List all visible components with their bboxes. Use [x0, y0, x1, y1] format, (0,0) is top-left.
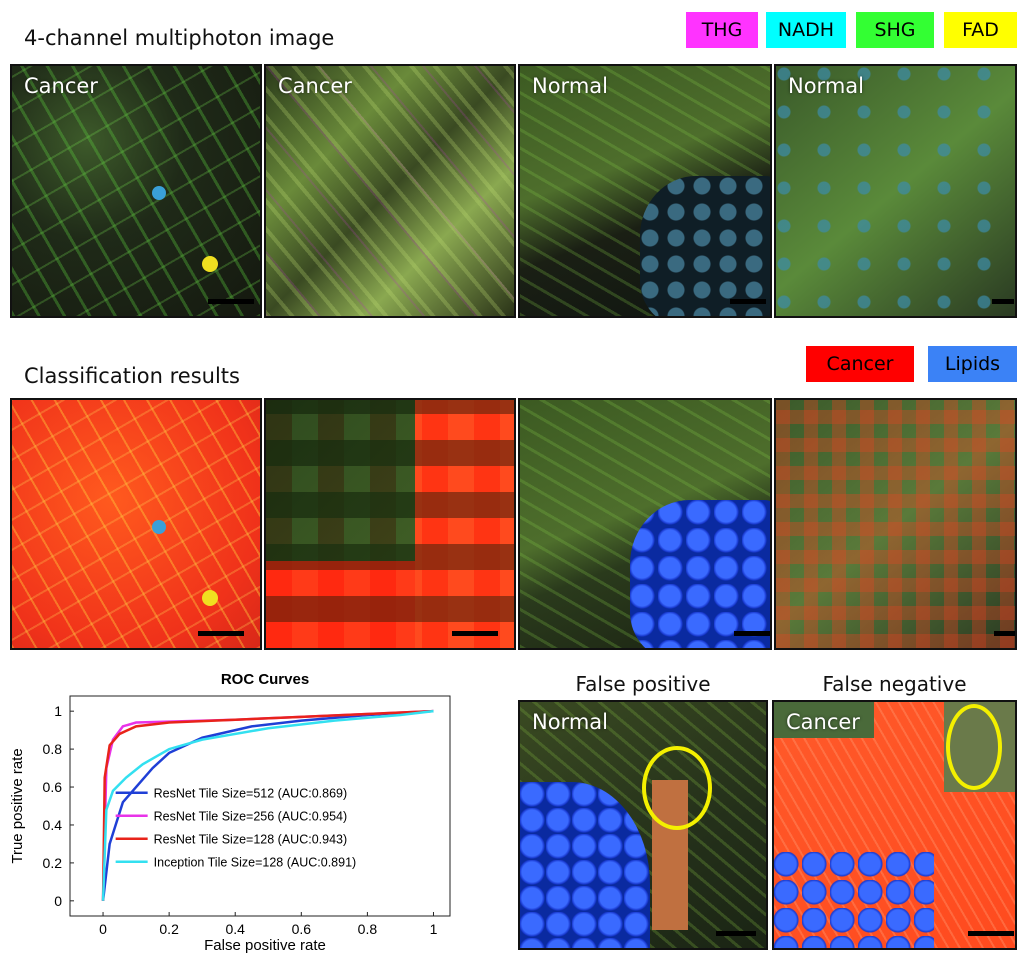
x-tick-label: 0.2	[159, 921, 179, 937]
panel-label: Normal	[532, 74, 608, 98]
y-tick-label: 0.2	[43, 855, 63, 871]
scale-bar	[992, 299, 1014, 304]
panel-label: Normal	[532, 710, 608, 734]
roc-series-2	[101, 709, 434, 901]
roc-series-3	[101, 709, 434, 901]
chart-title: ROC Curves	[221, 671, 309, 688]
x-axis-label: False positive rate	[204, 937, 326, 954]
scale-bar	[716, 931, 756, 936]
panel-label: Cancer	[278, 74, 352, 98]
row2-title: Classification results	[24, 364, 240, 388]
scale-bar	[452, 631, 498, 636]
y-tick-label: 0	[54, 893, 62, 909]
multiphoton-panel-4: Normal	[774, 64, 1017, 318]
legend-chip-thg: THG	[686, 12, 758, 48]
classification-panel-4	[774, 398, 1017, 650]
legend-chip-fad: FAD	[944, 12, 1017, 48]
legend-label: ResNet Tile Size=256 (AUC:0.954)	[154, 810, 347, 824]
plot-frame	[69, 695, 451, 917]
scale-bar	[730, 299, 766, 304]
y-axis-label: True positive rate	[9, 748, 26, 863]
legend-label: ResNet Tile Size=512 (AUC:0.869)	[154, 787, 347, 801]
panel-label: Cancer	[24, 74, 98, 98]
roc-series-0	[101, 709, 434, 901]
classification-panel-1	[10, 398, 262, 650]
legend-chip-shg: SHG	[856, 12, 934, 48]
legend-chip-cancer: Cancer	[806, 346, 914, 382]
legend-label: ResNet Tile Size=128 (AUC:0.943)	[154, 833, 347, 847]
scale-bar	[208, 299, 254, 304]
x-tick-label: 0.8	[358, 921, 378, 937]
classification-panel-3	[518, 398, 772, 650]
scale-bar	[198, 631, 244, 636]
multiphoton-panel-3: Normal	[518, 64, 772, 318]
y-tick-label: 0.4	[43, 817, 63, 833]
legend-chip-nadh: NADH	[766, 12, 846, 48]
y-tick-label: 1	[54, 703, 62, 719]
x-tick-label: 0.6	[292, 921, 312, 937]
multiphoton-panel-2: Cancer	[264, 64, 516, 318]
x-tick-label: 1	[430, 921, 438, 937]
legend-label: Inception Tile Size=128 (AUC:0.891)	[154, 856, 357, 870]
scale-bar	[994, 631, 1015, 636]
scale-bar	[968, 931, 1014, 936]
roc-series-1	[101, 709, 434, 901]
x-tick-label: 0	[99, 921, 107, 937]
highlight-ellipse	[946, 704, 1002, 790]
y-tick-label: 0.8	[43, 741, 63, 757]
highlight-ellipse	[642, 746, 712, 830]
roc-chart: ROC Curves 0 0.2 0.4 0.6 0.8 100.20.40.60.81 …	[9, 671, 451, 954]
panel-label: Normal	[788, 74, 864, 98]
false-positive-caption: False positive	[575, 672, 711, 696]
panel-label: Cancer	[786, 710, 860, 734]
row1-title: 4-channel multiphoton image	[24, 26, 335, 50]
multiphoton-panel-1: Cancer	[10, 64, 262, 318]
false-negative-panel: Cancer	[772, 700, 1017, 950]
false-negative-caption: False negative	[822, 672, 967, 696]
y-tick-label: 0.6	[43, 779, 63, 795]
classification-panel-2	[264, 398, 516, 650]
legend-chip-lipids: Lipids	[928, 346, 1017, 382]
scale-bar	[734, 631, 770, 636]
false-positive-panel: Normal	[518, 700, 768, 950]
x-tick-label: 0.4	[225, 921, 245, 937]
